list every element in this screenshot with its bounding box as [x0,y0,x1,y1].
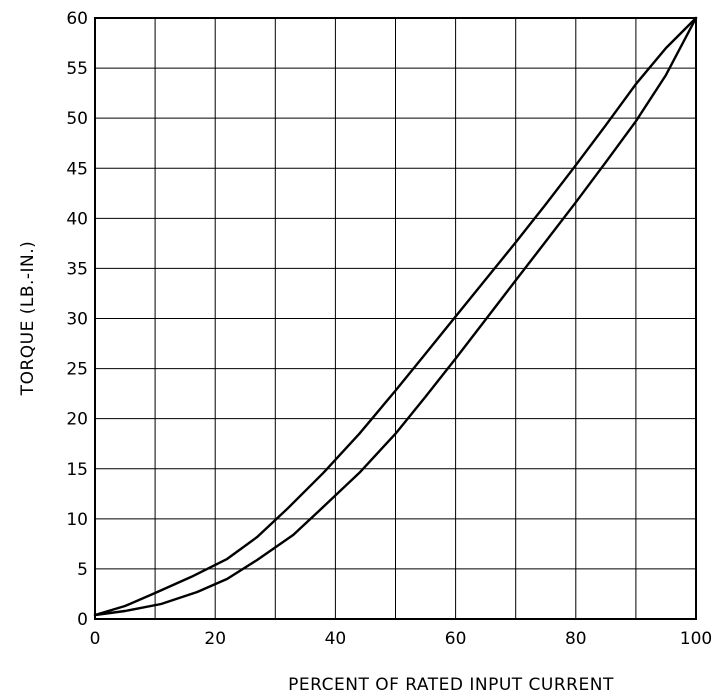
x-tick-label: 80 [565,629,587,649]
y-tick-label: 45 [66,159,88,179]
y-tick-label: 40 [66,209,88,229]
y-tick-label: 10 [66,510,88,530]
x-tick-label: 0 [90,629,101,649]
y-tick-label: 25 [66,360,88,380]
x-tick-label: 20 [204,629,226,649]
plot-frame [94,17,697,620]
x-tick-label: 40 [325,629,347,649]
y-tick-label: 50 [66,109,88,129]
y-tick-label: 0 [77,610,88,630]
x-tick-label: 60 [445,629,467,649]
tick-labels: 0 20 40 60 80 100 0 5 10 15 20 25 30 35 40 45 50 55 60 [66,9,712,649]
y-tick-label: 15 [66,460,88,480]
y-tick-label: 5 [77,560,88,580]
y-tick-label: 30 [66,310,88,330]
plot-border [94,17,697,620]
torque-curve-upper [93,16,698,617]
y-tick-label: 60 [66,9,88,29]
torque-curve-lower [93,16,698,617]
y-axis-title: TORQUE (LB.-IN.) [18,241,38,397]
y-tick-label: 35 [66,259,88,279]
y-tick-label: 55 [66,59,88,79]
series-lines [93,16,698,617]
x-tick-label: 100 [680,629,712,649]
x-axis-title: PERCENT OF RATED INPUT CURRENT [288,675,614,695]
y-tick-label: 20 [66,410,88,430]
grid [95,18,696,619]
